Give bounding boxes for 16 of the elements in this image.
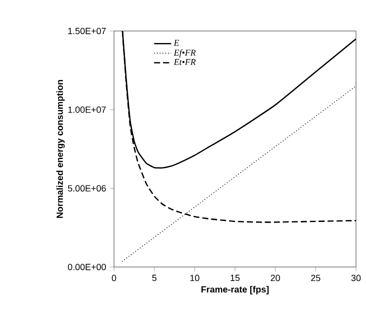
legend-label: Et•FR [174, 59, 196, 66]
y-tick-label: 0.00E+00 [68, 264, 106, 270]
x-tick-label: 20 [270, 274, 280, 282]
x-tick-label: 25 [311, 274, 320, 282]
y-tick-label: 1.50E+07 [68, 28, 106, 34]
legend-label: Ef•FR [174, 49, 196, 58]
legend-label: E [174, 40, 180, 46]
x-axis-title: Frame-rate [fps] [201, 286, 269, 294]
x-tick-label: 0 [112, 274, 116, 282]
x-tick-label: 5 [152, 274, 156, 282]
y-axis-title: Normalized energy consumption [56, 80, 65, 218]
x-tick-label: 30 [351, 274, 361, 282]
x-tick-label: 10 [190, 274, 200, 282]
y-tick-label: 5.00E+06 [68, 185, 106, 192]
x-tick-label: 15 [230, 274, 240, 282]
y-tick-label: 1.00E+07 [68, 106, 106, 113]
